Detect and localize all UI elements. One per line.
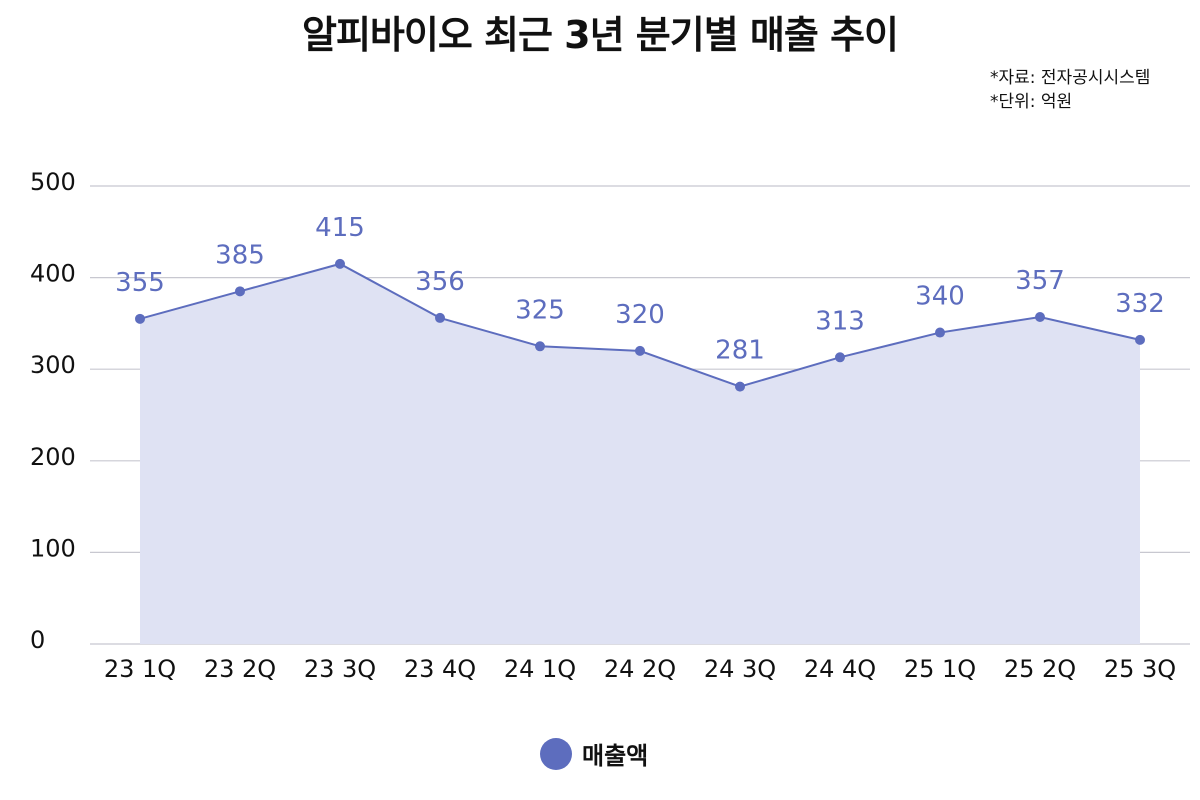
data-point	[535, 341, 545, 352]
data-label: 320	[615, 300, 665, 330]
x-tick-label: 24 2Q	[604, 655, 676, 683]
y-tick-label: 100	[30, 534, 76, 562]
x-tick-label: 24 3Q	[704, 655, 776, 683]
x-tick-label: 24 4Q	[804, 655, 876, 683]
data-label: 340	[915, 282, 965, 312]
x-tick-label: 24 1Q	[504, 655, 576, 683]
data-point	[335, 258, 345, 269]
data-label: 415	[315, 213, 365, 243]
source-text: *자료: 전자공시시스템	[990, 68, 1151, 88]
y-tick-label: 400	[30, 260, 76, 288]
y-tick-label: 0	[30, 626, 45, 654]
x-tick-label: 23 1Q	[104, 655, 176, 683]
data-point	[635, 345, 645, 356]
data-point	[135, 313, 145, 324]
data-label: 325	[515, 295, 565, 325]
data-label: 313	[815, 306, 865, 336]
x-tick-label: 23 4Q	[404, 655, 476, 683]
x-axis-ticks: 23 1Q 23 2Q 23 3Q 23 4Q 24 1Q 24 2Q 24 3Q 24 4Q…	[104, 655, 1176, 683]
data-labels-group: 355 385 415 356 325 320 281 313 340 357 332	[115, 213, 1165, 366]
x-tick-label: 25 3Q	[1104, 655, 1176, 683]
legend-label: 매출액	[582, 742, 649, 770]
data-point	[835, 352, 845, 363]
data-point	[1135, 334, 1145, 345]
data-point	[435, 312, 445, 323]
x-tick-label: 25 1Q	[904, 655, 976, 683]
legend: 매출액	[540, 736, 648, 771]
data-label: 355	[115, 268, 165, 298]
data-label: 332	[1115, 289, 1165, 319]
data-point	[935, 327, 945, 338]
source-note: *자료: 전자공시시스템 *단위: 억원	[990, 66, 1150, 114]
area-fill-group	[140, 263, 1140, 644]
data-label: 385	[215, 240, 265, 270]
chart-title: 알피바이오 최근 3년 분기별 매출 추이	[302, 13, 899, 57]
y-axis-ticks: 0 100 200 300 400 500	[30, 168, 76, 654]
points-group	[135, 258, 1145, 392]
data-label: 357	[1015, 266, 1065, 296]
unit-text: *단위: 억원	[990, 92, 1073, 112]
data-label: 281	[715, 336, 765, 366]
y-tick-label: 500	[30, 168, 76, 196]
x-tick-label: 25 2Q	[1004, 655, 1076, 683]
y-tick-label: 300	[30, 351, 76, 379]
data-point	[735, 381, 745, 392]
x-tick-label: 23 2Q	[204, 655, 276, 683]
legend-swatch	[540, 737, 572, 770]
area-fill	[140, 263, 1140, 644]
data-point	[235, 286, 245, 297]
y-tick-label: 200	[30, 443, 76, 471]
x-tick-label: 23 3Q	[304, 655, 376, 683]
data-label: 356	[415, 267, 465, 297]
data-point	[1035, 311, 1045, 322]
